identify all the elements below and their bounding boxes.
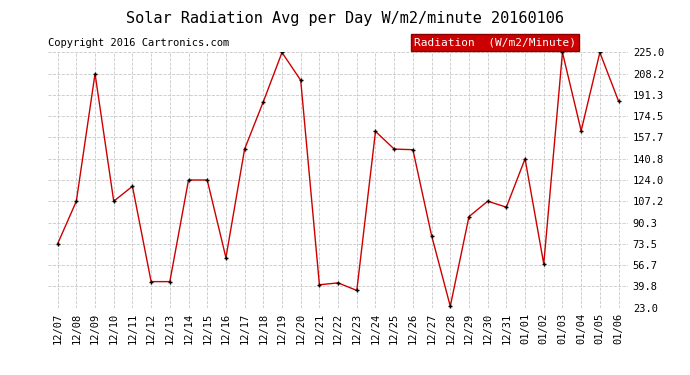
Point — [52, 241, 63, 247]
Point — [201, 177, 213, 183]
Text: Radiation  (W/m2/Minute): Radiation (W/m2/Minute) — [414, 38, 576, 48]
Point — [146, 279, 157, 285]
Point — [71, 198, 82, 204]
Point — [127, 183, 138, 189]
Point — [90, 71, 101, 77]
Point — [277, 50, 288, 55]
Point — [538, 261, 549, 267]
Point — [183, 177, 194, 183]
Point — [295, 77, 306, 83]
Text: Copyright 2016 Cartronics.com: Copyright 2016 Cartronics.com — [48, 38, 230, 48]
Text: Solar Radiation Avg per Day W/m2/minute 20160106: Solar Radiation Avg per Day W/m2/minute … — [126, 11, 564, 26]
Point — [388, 146, 400, 152]
Point — [445, 303, 456, 309]
Point — [520, 156, 531, 162]
Point — [108, 198, 119, 204]
Point — [594, 50, 605, 55]
Point — [314, 282, 325, 288]
Point — [164, 279, 175, 285]
Point — [351, 288, 362, 294]
Point — [557, 50, 568, 55]
Point — [258, 99, 269, 105]
Point — [407, 147, 418, 153]
Point — [239, 146, 250, 152]
Point — [464, 214, 475, 220]
Point — [333, 280, 344, 286]
Point — [613, 98, 624, 104]
Point — [426, 232, 437, 238]
Point — [370, 128, 381, 134]
Point — [575, 128, 586, 134]
Point — [482, 198, 493, 204]
Point — [501, 204, 512, 210]
Point — [220, 255, 231, 261]
